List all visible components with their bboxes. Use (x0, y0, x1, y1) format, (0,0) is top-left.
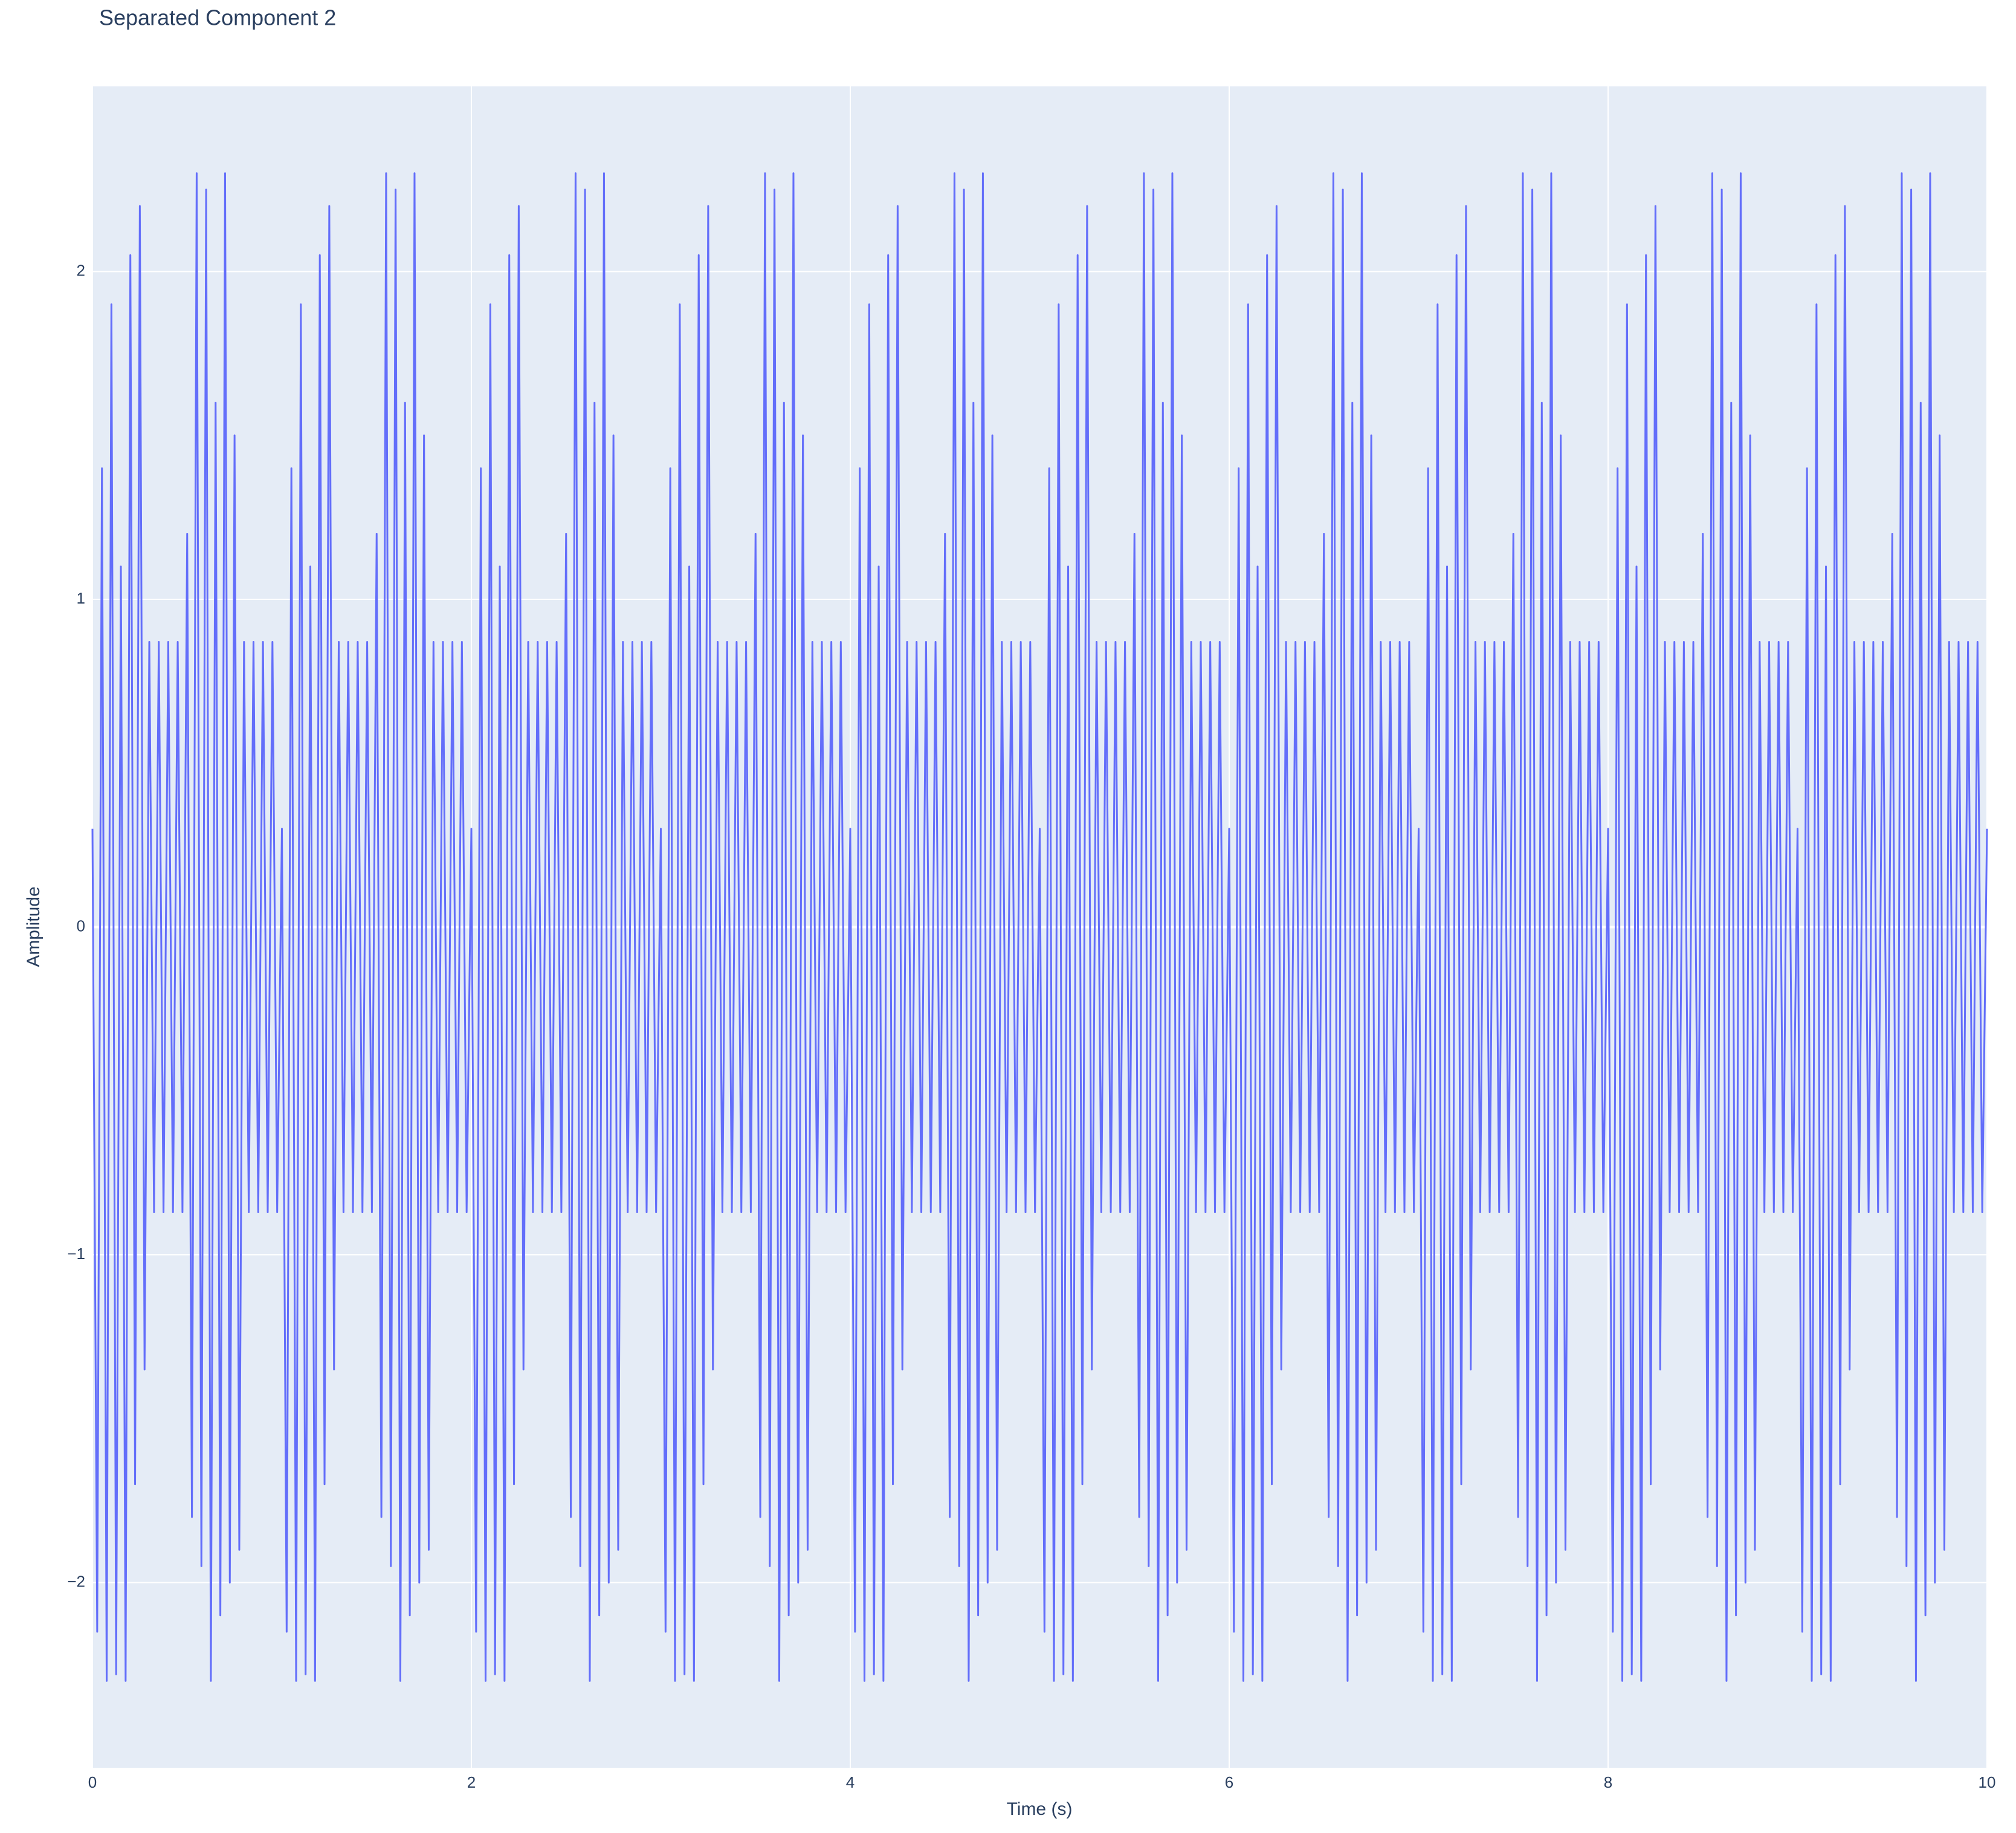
y-tick-label: 2 (77, 261, 85, 279)
x-tick-label: 10 (1979, 1773, 1996, 1791)
x-axis-title: Time (s) (1007, 1799, 1073, 1819)
x-tick-label: 8 (1604, 1773, 1612, 1791)
y-axis-title: Amplitude (24, 886, 44, 967)
x-tick-label: 0 (88, 1773, 97, 1791)
x-tick-label: 6 (1225, 1773, 1233, 1791)
y-tick-label: −2 (67, 1572, 85, 1590)
y-tick-label: 0 (77, 916, 85, 935)
y-tick-label: 1 (77, 589, 85, 607)
x-tick-label: 2 (467, 1773, 476, 1791)
y-tick-label: −1 (67, 1245, 85, 1263)
x-tick-label: 4 (846, 1773, 855, 1791)
signal-line (91, 172, 1988, 1682)
chart-title: Separated Component 2 (99, 5, 336, 30)
